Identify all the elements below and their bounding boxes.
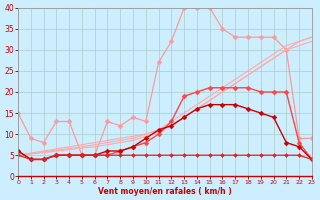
X-axis label: Vent moyen/en rafales ( km/h ): Vent moyen/en rafales ( km/h ) <box>98 187 232 196</box>
